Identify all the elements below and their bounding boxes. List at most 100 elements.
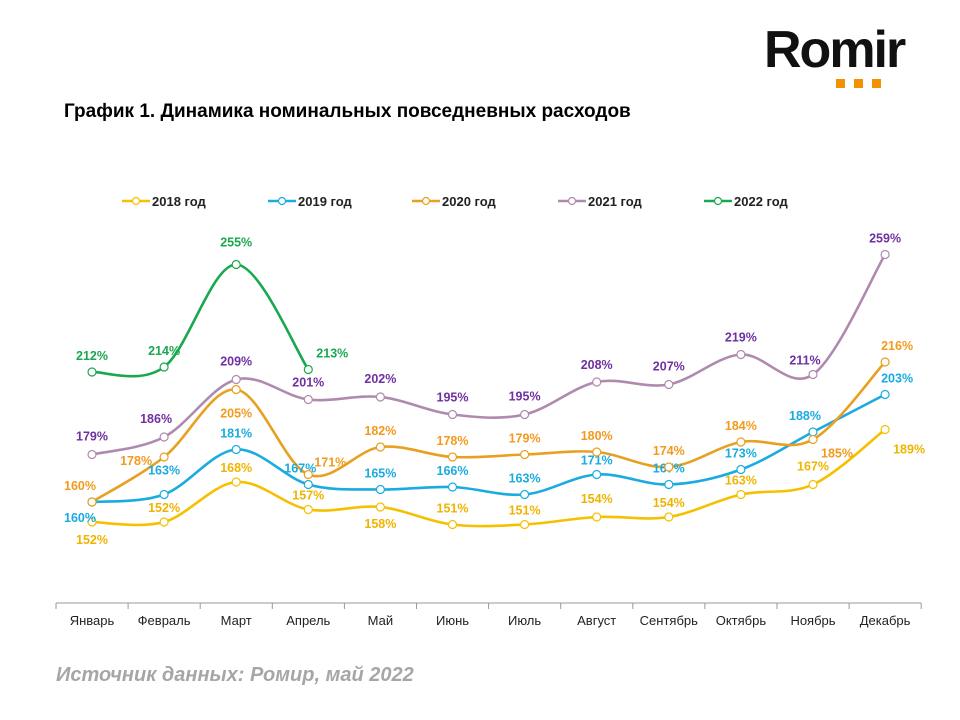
source-note: Источник данных: Ромир, май 2022 <box>56 664 414 686</box>
data-label: 216% <box>881 339 913 353</box>
data-label: 152% <box>148 501 180 515</box>
data-label: 163% <box>509 472 541 486</box>
x-tick-label: Ноябрь <box>790 613 835 628</box>
data-label: 166% <box>437 464 469 478</box>
data-label: 203% <box>881 372 913 386</box>
legend-marker <box>131 196 141 206</box>
data-label: 184% <box>725 419 757 433</box>
romir-logo: Romir <box>764 21 906 79</box>
data-label: 181% <box>220 427 252 441</box>
data-point <box>87 449 97 460</box>
data-label: 205% <box>220 407 252 421</box>
data-point <box>159 362 169 372</box>
data-label: 178% <box>437 434 469 448</box>
data-point <box>664 512 674 522</box>
data-point <box>880 424 890 435</box>
data-point <box>736 437 746 447</box>
data-label: 202% <box>364 372 396 386</box>
legend-marker <box>277 196 287 206</box>
series-line <box>91 428 886 528</box>
data-point <box>87 517 97 527</box>
data-label: 163% <box>725 474 757 488</box>
data-label: 209% <box>220 355 252 369</box>
data-point <box>159 517 169 527</box>
data-label: 171% <box>581 454 613 468</box>
data-point <box>736 489 746 500</box>
data-label: 171% <box>314 456 346 470</box>
data-point <box>519 409 530 420</box>
data-label: 195% <box>509 390 541 404</box>
data-point <box>231 477 241 487</box>
data-point <box>519 489 530 500</box>
data-point <box>375 392 385 402</box>
data-point <box>87 497 97 507</box>
x-tick-label: Август <box>577 613 616 628</box>
x-tick-label: Март <box>221 613 252 628</box>
data-point <box>159 452 169 462</box>
data-point <box>519 519 530 530</box>
data-label: 255% <box>220 236 252 250</box>
series-line <box>91 393 886 504</box>
data-label: 151% <box>437 502 469 516</box>
legend-marker <box>421 196 431 206</box>
legend-label: 2018 год <box>152 194 207 209</box>
legend-marker <box>713 196 723 206</box>
logo-square <box>872 79 881 88</box>
data-point <box>303 394 313 405</box>
data-point <box>736 349 746 360</box>
data-point <box>880 389 890 400</box>
data-point <box>231 259 241 270</box>
legend-label: 2022 год <box>734 194 789 209</box>
data-point <box>592 447 602 457</box>
data-label: 173% <box>725 447 757 461</box>
data-label: 160% <box>64 511 96 525</box>
data-point <box>303 364 313 375</box>
x-tick-label: Июнь <box>436 613 469 628</box>
x-tick-label: Январь <box>70 613 115 628</box>
data-label: 168% <box>220 461 252 475</box>
x-tick-label: Декабрь <box>860 613 911 628</box>
data-point <box>519 449 530 460</box>
x-tick-label: Май <box>368 613 393 628</box>
x-tick-label: Февраль <box>138 613 191 628</box>
data-label: 212% <box>76 349 108 363</box>
data-point <box>592 512 602 522</box>
data-point <box>808 434 818 445</box>
data-point <box>808 479 818 490</box>
data-label: 182% <box>364 424 396 438</box>
data-point <box>447 452 458 462</box>
data-point <box>375 502 385 512</box>
data-label: 259% <box>869 232 901 246</box>
data-point <box>303 469 313 480</box>
data-point <box>447 519 458 530</box>
data-point <box>303 504 313 515</box>
data-label: 167% <box>797 460 829 474</box>
data-label: 178% <box>120 454 152 468</box>
data-label: 185% <box>821 447 853 461</box>
logo-square <box>836 79 845 88</box>
data-label: 213% <box>316 347 348 361</box>
data-point <box>592 377 602 387</box>
x-tick-label: Октябрь <box>716 613 767 628</box>
data-point <box>231 444 241 455</box>
data-point <box>231 374 241 385</box>
legend-marker <box>567 196 577 206</box>
data-point <box>159 489 169 500</box>
data-label: 219% <box>725 331 757 345</box>
data-point <box>447 409 458 420</box>
data-label: 195% <box>437 391 469 405</box>
data-label: 201% <box>292 376 324 390</box>
data-point <box>592 469 602 480</box>
data-label: 214% <box>148 344 180 358</box>
data-label: 180% <box>581 429 613 443</box>
data-point <box>231 384 241 395</box>
data-label: 160% <box>64 479 96 493</box>
data-point <box>87 367 97 377</box>
data-label: 165% <box>364 467 396 481</box>
data-label: 188% <box>789 409 821 423</box>
data-label: 152% <box>76 533 108 547</box>
data-label: 207% <box>653 360 685 374</box>
data-label: 174% <box>653 444 685 458</box>
series-line <box>91 361 887 504</box>
